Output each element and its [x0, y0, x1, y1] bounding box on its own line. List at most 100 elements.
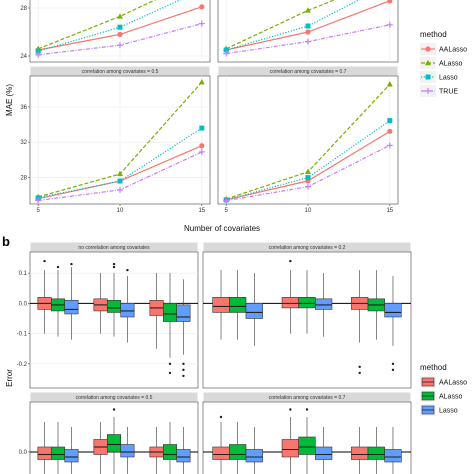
box-lasso [120, 427, 135, 474]
box-aalasso [212, 270, 230, 340]
box-lasso [384, 427, 402, 474]
x-tick-label: 5 [225, 208, 229, 214]
box-lasso [384, 276, 402, 372]
box-body [162, 303, 178, 322]
box-alasso [162, 422, 178, 474]
box-lasso [176, 427, 191, 474]
legend-label: Lasso [439, 408, 458, 415]
legend-item-alasso: ALasso [420, 390, 462, 402]
data-point-lasso [117, 24, 123, 30]
box-aalasso [93, 273, 108, 334]
legend-item-aalasso: AALasso [420, 376, 467, 388]
box-body [298, 297, 316, 309]
outlier-point [289, 408, 292, 411]
data-point-lasso [199, 125, 205, 131]
legend-key-marker [425, 74, 431, 80]
series-group [35, 0, 205, 58]
outlier-point [168, 371, 172, 375]
outlier-point [112, 408, 116, 411]
box-body [64, 300, 79, 315]
panel-a-facet-4: correlation among covariates = 0.7 5 10 15 [217, 65, 399, 214]
box-group [30, 408, 198, 474]
data-point-true [117, 186, 123, 193]
panel-a-x-axis-title: Number of covariates [184, 224, 260, 233]
legend-label: Lasso [439, 75, 458, 82]
box-body [384, 303, 402, 318]
box-group [203, 408, 411, 474]
box-group [203, 259, 411, 375]
box-body [37, 446, 52, 460]
data-point-alasso [305, 168, 311, 174]
outlier-point [70, 262, 73, 266]
legend-item-lasso: Lasso [420, 404, 458, 416]
outlier-point [112, 265, 116, 269]
data-point-lasso [35, 48, 41, 54]
data-point-aalasso [387, 0, 393, 4]
legend-item-aalasso: AALasso [420, 43, 467, 55]
facet-strip-label: correlation among covariates = 0.7 [269, 395, 346, 401]
legend-label: ALasso [439, 394, 462, 401]
outlier-point [182, 362, 185, 366]
box-body [50, 446, 66, 460]
x-tick-label: 15 [198, 208, 205, 214]
data-point-alasso [386, 81, 393, 87]
box-body [245, 303, 263, 319]
outlier-point [358, 365, 361, 369]
outlier-point [305, 408, 309, 411]
box-body [384, 449, 402, 463]
legend-label: TRUE [439, 89, 458, 96]
facet-strip-label: correlation among covariates = 0.5 [76, 395, 153, 401]
data-point-aalasso [199, 143, 205, 149]
data-point-true [305, 183, 311, 190]
outlier-point [358, 371, 361, 375]
outlier-point [391, 362, 395, 366]
y-tick-label: -0.2 [17, 362, 28, 368]
panel-b-legend-title: method [420, 363, 447, 372]
legend-item-true: TRUE [420, 85, 458, 97]
data-point-lasso [117, 178, 123, 184]
box-body [298, 436, 316, 455]
box-alasso [298, 408, 316, 474]
y-tick-label: 32 [20, 140, 27, 146]
box-body [106, 300, 122, 313]
box-alasso [367, 270, 385, 340]
box-body [176, 449, 191, 463]
y-tick-label: 0.1 [19, 271, 28, 277]
box-body [281, 297, 299, 309]
box-body [315, 446, 333, 460]
box-lasso [315, 427, 333, 474]
box-lasso [64, 262, 79, 340]
box-alasso [50, 422, 66, 474]
x-tick-label: 10 [117, 208, 124, 214]
panel-b-facet-1: no correlation among covariates 0.1 0.0 -0.… [17, 241, 199, 389]
box-body [106, 434, 122, 453]
outlier-point [391, 368, 395, 372]
box-lasso [245, 427, 263, 474]
legend-label: AALasso [439, 380, 467, 387]
data-point-aalasso [199, 4, 205, 10]
box-body [281, 439, 299, 458]
outlier-point [182, 374, 185, 378]
box-aalasso [281, 408, 299, 474]
data-point-lasso [305, 175, 311, 181]
panel-a: 24 28 correlation among covariates = 0.5 28… [20, 0, 467, 214]
outlier-point [182, 368, 185, 372]
data-point-lasso [223, 47, 229, 53]
data-point-true [35, 51, 42, 58]
series-group [35, 78, 205, 204]
outlier-point [168, 362, 172, 366]
data-point-aalasso [387, 128, 393, 134]
outlier-point [56, 265, 60, 269]
data-point-true [198, 148, 205, 155]
x-tick-label: 5 [37, 208, 41, 214]
y-tick-label: 36 [20, 105, 27, 111]
facet-strip-label: correlation among covariates = 0.2 [269, 245, 346, 251]
series-group [223, 0, 393, 57]
box-body [176, 304, 191, 322]
y-tick-label: 28 [20, 6, 27, 12]
series-line-lasso [38, 0, 182, 52]
box-body [229, 297, 247, 313]
box-alasso [106, 408, 122, 474]
box-body [162, 444, 178, 460]
data-point-alasso [117, 13, 123, 19]
